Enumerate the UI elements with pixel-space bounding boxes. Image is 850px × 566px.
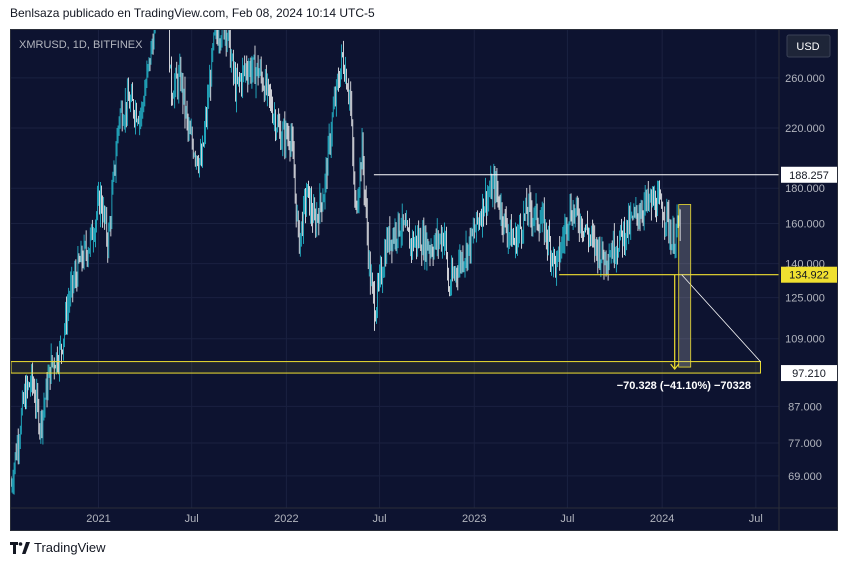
currency-button[interactable]: USD [786, 34, 831, 58]
price-chart[interactable]: −70.328 (−41.10%) −70328 260.000 220.000 1… [11, 30, 838, 531]
symbol-label: XMRUSD, 1D, BITFINEX [19, 39, 143, 51]
x-tick-label: Jul [749, 513, 763, 525]
candle-series [11, 30, 681, 495]
measure-label: −70.328 (−41.10%) −70328 [617, 380, 751, 392]
price-axis[interactable]: 260.000220.000180.000160.000140.000125.0… [778, 30, 837, 531]
footer: TradingView [10, 540, 106, 555]
price-label-text: 97.210 [792, 368, 826, 380]
x-tick-label: 2023 [462, 513, 486, 525]
price-label-badge[interactable] [781, 166, 837, 183]
measure-arrowhead [670, 363, 680, 371]
price-label-text: 134.922 [789, 270, 829, 282]
price-label-badge[interactable] [781, 266, 837, 283]
y-tick-label: 220.000 [785, 123, 825, 135]
y-tick-label: 87.000 [788, 401, 822, 413]
x-tick-label: 2021 [86, 513, 110, 525]
time-axis[interactable]: 2021 Jul 2022 Jul 2023 Jul 2024 Jul [11, 507, 838, 525]
x-tick-label: Jul [560, 513, 574, 525]
chart-panel[interactable]: −70.328 (−41.10%) −70328 260.000 220.000 1… [10, 29, 838, 531]
price-label-badge[interactable] [781, 365, 837, 382]
y-tick-label: 69.000 [788, 471, 822, 483]
currency-button-label: USD [796, 41, 819, 53]
x-tick-label: 2024 [650, 513, 674, 525]
y-tick-label: 109.000 [785, 334, 825, 346]
x-tick-label: 2022 [274, 513, 298, 525]
measure-box[interactable] [678, 204, 692, 368]
y-tick-label: 180.000 [785, 183, 825, 195]
attribution-header: Benlsaza publicado en TradingView.com, F… [10, 6, 375, 20]
y-tick-label: 77.000 [788, 438, 822, 450]
drawing-layer[interactable]: −70.328 (−41.10%) −70328 [11, 174, 779, 392]
footer-brand: TradingView [34, 540, 106, 555]
projection-line[interactable] [681, 274, 761, 362]
target-zone-box[interactable] [11, 361, 761, 374]
x-tick-label: Jul [185, 513, 199, 525]
x-tick-label: Jul [373, 513, 387, 525]
y-tick-label: 125.000 [785, 293, 825, 305]
y-tick-label: 160.000 [785, 219, 825, 231]
chart-background [11, 30, 837, 530]
tradingview-logo-icon [10, 541, 30, 554]
y-tick-label: 260.000 [785, 73, 825, 85]
price-label-text: 188.257 [789, 170, 829, 182]
